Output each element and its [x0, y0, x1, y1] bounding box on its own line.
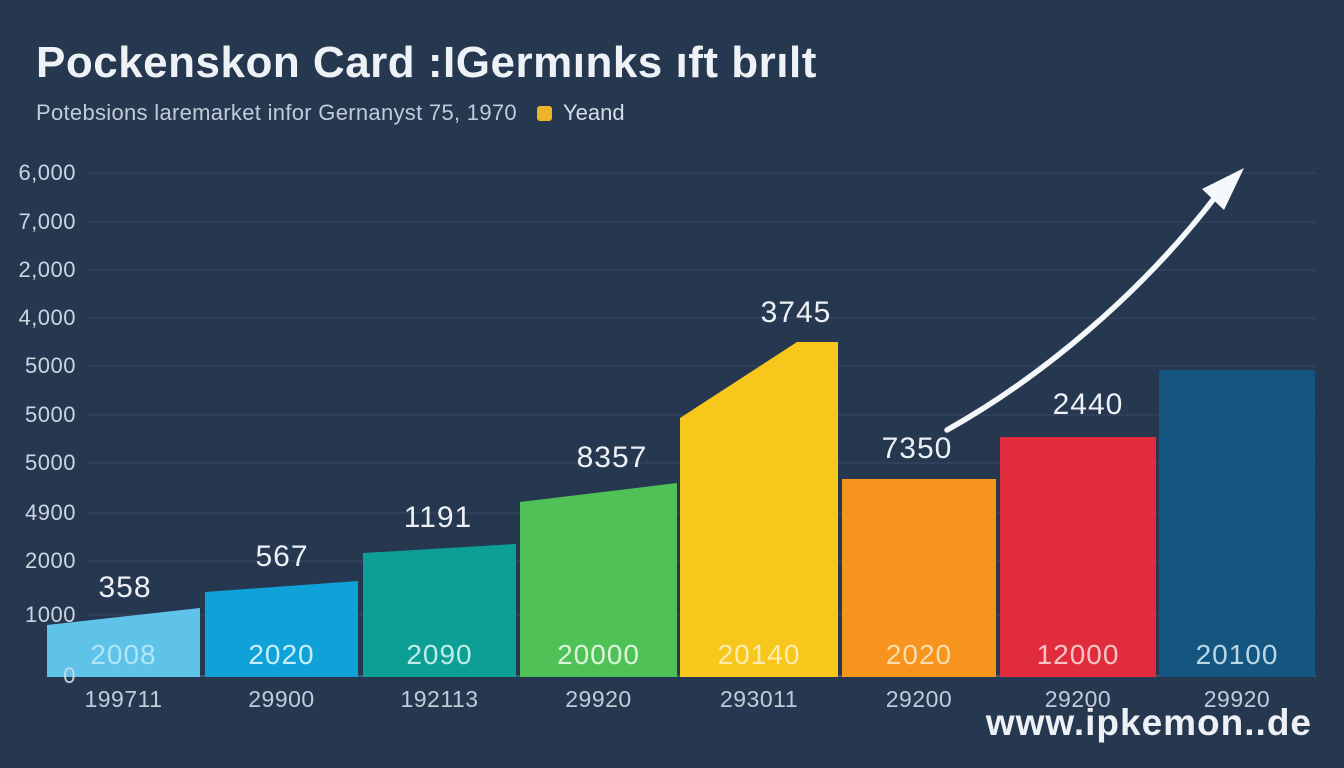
arrow-curve [944, 193, 1219, 433]
bar [1000, 437, 1156, 677]
bar [205, 581, 358, 677]
legend-swatch-icon [536, 105, 552, 121]
chart-subtitle: Potebsions laremarket infor Gernanyst 75… [36, 100, 517, 125]
bar [1159, 370, 1315, 677]
subtitle-row: Potebsions laremarket infor Gernanyst 75… [36, 100, 625, 126]
bar [842, 479, 996, 677]
bar [47, 608, 200, 677]
arrow-head-icon [1202, 168, 1244, 210]
chart-title: Pockenskon Card :IGermınks ıft brılt [36, 38, 817, 87]
legend-label: Yeand [562, 100, 625, 125]
bars [47, 342, 1315, 677]
trend-arrow [944, 168, 1244, 433]
bar [363, 544, 516, 677]
bar [520, 483, 677, 677]
bar [680, 342, 838, 677]
watermark: www.ipkemon..de [985, 702, 1312, 743]
